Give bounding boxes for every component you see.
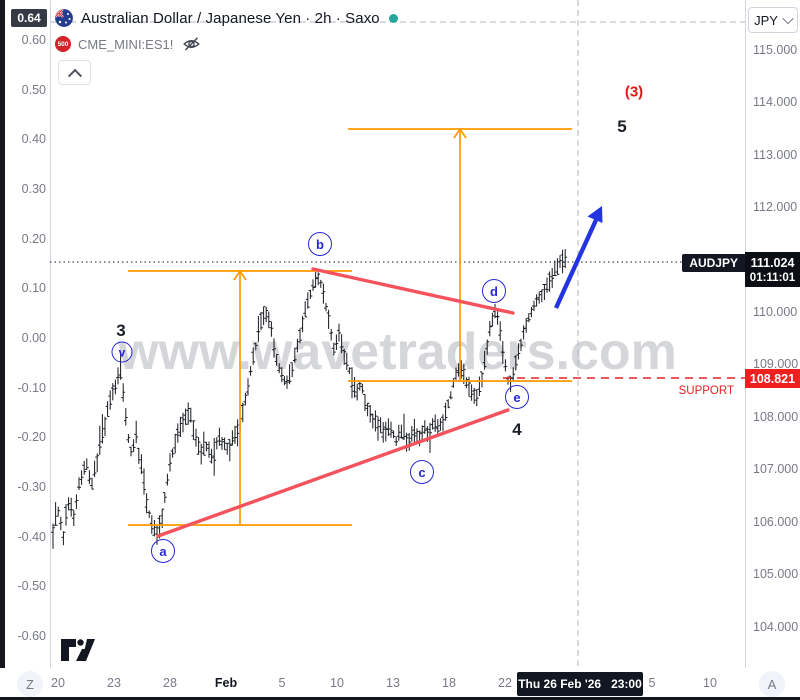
right-axis-tick: 115.000 — [753, 42, 798, 57]
time-axis-tick: 10 — [703, 675, 717, 690]
time-axis-tick: 28 — [163, 675, 177, 690]
support-label[interactable]: SUPPORT — [678, 385, 734, 397]
right-axis-border — [745, 0, 746, 697]
right-axis-tick: 105.000 — [753, 566, 799, 581]
left-axis-tick: 0.40 — [21, 131, 46, 146]
support-price-badge: 108.821 — [745, 369, 800, 388]
chevron-up-icon — [67, 68, 82, 83]
wave-number-5[interactable]: 5 — [617, 117, 627, 136]
projection-arrow[interactable] — [553, 206, 603, 309]
right-axis-tick: 106.000 — [753, 514, 799, 529]
left-price-scale[interactable]: 0.60 0.50 0.40 0.30 0.20 0.10 0.00 -0.10 -0.20 -0… — [5, 0, 50, 668]
left-axis-tick: -0.30 — [17, 479, 47, 494]
right-axis-tick: 112.000 — [753, 199, 798, 214]
right-axis-tick: 104.000 — [753, 619, 799, 634]
last-price-badge: 111.024 01:11:01 — [745, 252, 800, 287]
chart-legend: Australian Dollar / Japanese Yen · 2h · … — [55, 6, 398, 54]
right-axis-tick: 114.000 — [753, 94, 798, 109]
right-price-scale[interactable]: 115.000 114.000 113.000 112.000 110.000 109.0… — [745, 0, 800, 668]
sp500-logo-icon: 500 — [55, 36, 71, 52]
left-axis-tick: 0.30 — [21, 181, 46, 196]
es1-value-badge: 0.64 — [11, 9, 47, 27]
market-status-dot[interactable] — [388, 13, 398, 23]
left-axis-tick: 0.50 — [21, 82, 46, 97]
right-axis-tick: 113.000 — [753, 147, 798, 162]
wave-letter-v[interactable]: v — [111, 341, 133, 363]
trendline-upper[interactable] — [311, 267, 515, 315]
wave-letter-d[interactable]: d — [482, 279, 506, 303]
left-axis-tick: -0.50 — [17, 578, 47, 593]
window-left-edge — [0, 0, 5, 700]
left-axis-tick: 0.60 — [21, 32, 46, 47]
chevron-down-icon — [782, 12, 794, 25]
wave-number-3[interactable]: 3 — [116, 321, 126, 340]
currency-unit-label: JPY — [754, 12, 778, 28]
overlay-symbol-row[interactable]: 500 CME_MINI:ES1! — [55, 34, 398, 54]
crosshair-date-badge: Thu 26 Feb '26 23:00 — [517, 672, 643, 696]
left-axis-tick: -0.60 — [17, 628, 47, 643]
left-axis-tick: -0.20 — [17, 429, 47, 444]
wave-letter-a[interactable]: a — [151, 539, 175, 563]
left-axis-border — [50, 0, 51, 697]
auto-scale-button[interactable]: A — [759, 671, 785, 697]
crosshair-time: 23:00 — [611, 677, 642, 691]
main-symbol-row[interactable]: Australian Dollar / Japanese Yen · 2h · … — [55, 6, 398, 30]
right-axis-tick: 107.000 — [753, 461, 799, 476]
bar-countdown: 01:11:01 — [749, 271, 796, 284]
price-line-symbol-tag: AUDJPY — [682, 254, 745, 272]
time-axis-tick: 18 — [442, 675, 456, 690]
window-bottom-edge — [0, 697, 800, 700]
time-axis-tick: 23 — [107, 675, 121, 690]
right-axis-tick: 109.000 — [753, 356, 799, 371]
measured-move-1[interactable] — [128, 269, 352, 526]
time-scale[interactable]: 20 23 28 Feb 5 10 13 18 22 5 10 — [0, 668, 800, 697]
timezone-button[interactable]: Z — [17, 671, 43, 697]
left-axis-tick: -0.40 — [17, 529, 47, 544]
collapse-legend-button[interactable] — [58, 60, 91, 85]
crosshair-date: Thu 26 Feb '26 — [518, 677, 602, 691]
trendline-lower[interactable] — [156, 408, 510, 538]
tradingview-logo[interactable] — [60, 637, 96, 668]
measured-move-2[interactable] — [348, 127, 572, 382]
time-axis-tick: 22 — [498, 675, 512, 690]
last-price-value: 111.024 — [750, 255, 795, 270]
symbol-title[interactable]: Australian Dollar / Japanese Yen · 2h · … — [81, 9, 380, 27]
time-axis-tick: Feb — [214, 675, 238, 690]
time-axis-tick: 20 — [51, 675, 65, 690]
right-axis-tick: 110.000 — [753, 304, 798, 319]
ohlc-bars[interactable] — [51, 249, 568, 549]
time-axis-tick: 10 — [330, 675, 344, 690]
eye-hidden-icon[interactable] — [182, 36, 201, 52]
wave-letter-c[interactable]: c — [410, 460, 434, 484]
australia-flag-icon — [55, 9, 73, 27]
left-axis-tick: 0.10 — [21, 280, 46, 295]
time-axis-tick: 5 — [278, 675, 286, 690]
left-axis-tick: 0.00 — [21, 330, 46, 345]
wave-number-3[interactable]: (3) — [624, 83, 644, 101]
watermark: www.wavetraders.com — [118, 323, 677, 381]
time-axis-tick: 13 — [386, 675, 400, 690]
left-axis-tick: -0.10 — [17, 380, 47, 395]
wave-letter-b[interactable]: b — [308, 232, 332, 256]
left-axis-tick: 0.20 — [21, 231, 46, 246]
overlay-symbol-label[interactable]: CME_MINI:ES1! — [78, 36, 174, 52]
wave-letter-e[interactable]: e — [505, 385, 529, 409]
currency-unit-button[interactable]: JPY — [748, 7, 798, 33]
time-axis-tick: 5 — [648, 675, 656, 690]
right-axis-tick: 108.000 — [753, 409, 799, 424]
wave-number-4[interactable]: 4 — [512, 420, 522, 439]
